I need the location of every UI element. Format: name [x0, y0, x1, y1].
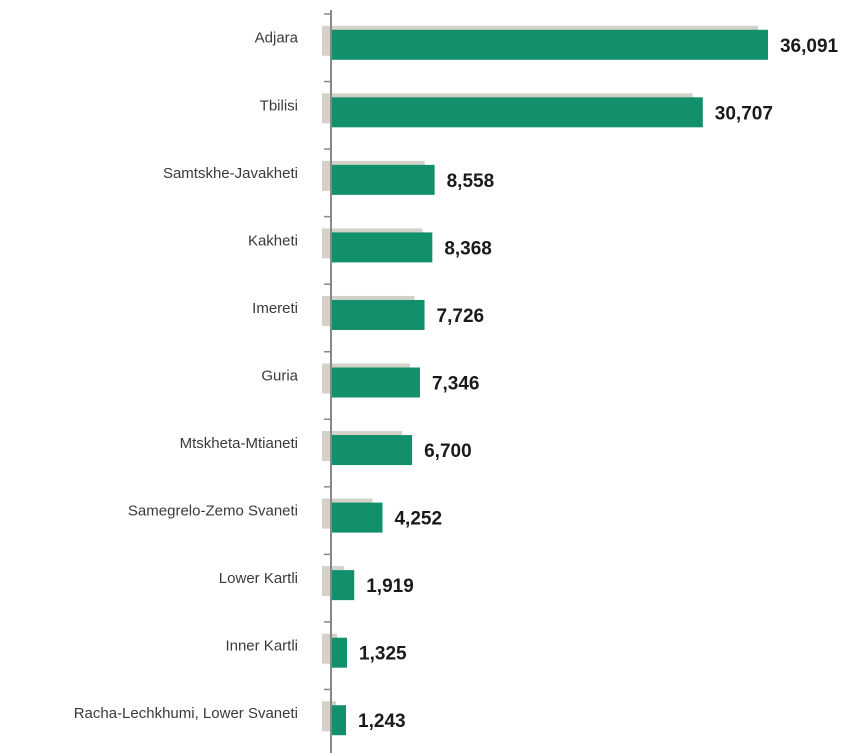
value-label: 36,091 — [780, 36, 839, 57]
value-label: 6,700 — [424, 441, 472, 462]
value-label: 1,243 — [358, 711, 406, 732]
value-label: 7,346 — [432, 374, 480, 395]
bar — [331, 705, 347, 736]
value-label: 7,726 — [437, 306, 485, 327]
bar — [331, 502, 383, 533]
category-label: Imereti — [252, 300, 298, 317]
bar — [331, 367, 420, 398]
bar — [331, 435, 413, 466]
category-label: Adjara — [255, 30, 299, 47]
value-label: 8,558 — [447, 171, 495, 192]
category-label: Kakheti — [248, 232, 298, 249]
value-label: 30,707 — [715, 103, 773, 124]
bar — [331, 97, 703, 128]
category-label: Samtskhe-Javakheti — [163, 165, 298, 182]
value-label: 8,368 — [444, 238, 492, 259]
bar — [331, 232, 433, 263]
category-label: Racha-Lechkhumi, Lower Svaneti — [74, 705, 298, 722]
category-label: Mtskheta-Mtianeti — [180, 435, 298, 452]
value-label: 1,325 — [359, 644, 407, 665]
bar — [331, 570, 355, 601]
bar — [331, 637, 348, 668]
category-label: Tbilisi — [260, 97, 298, 114]
bar — [331, 164, 435, 195]
category-label: Guria — [261, 367, 298, 384]
category-label: Lower Kartli — [219, 570, 298, 587]
category-label: Samegrelo-Zemo Svaneti — [128, 503, 298, 520]
value-label: 1,919 — [366, 576, 414, 597]
bar — [331, 29, 768, 60]
bar — [331, 299, 425, 330]
value-label: 4,252 — [394, 509, 442, 530]
category-label: Inner Kartli — [225, 638, 298, 655]
